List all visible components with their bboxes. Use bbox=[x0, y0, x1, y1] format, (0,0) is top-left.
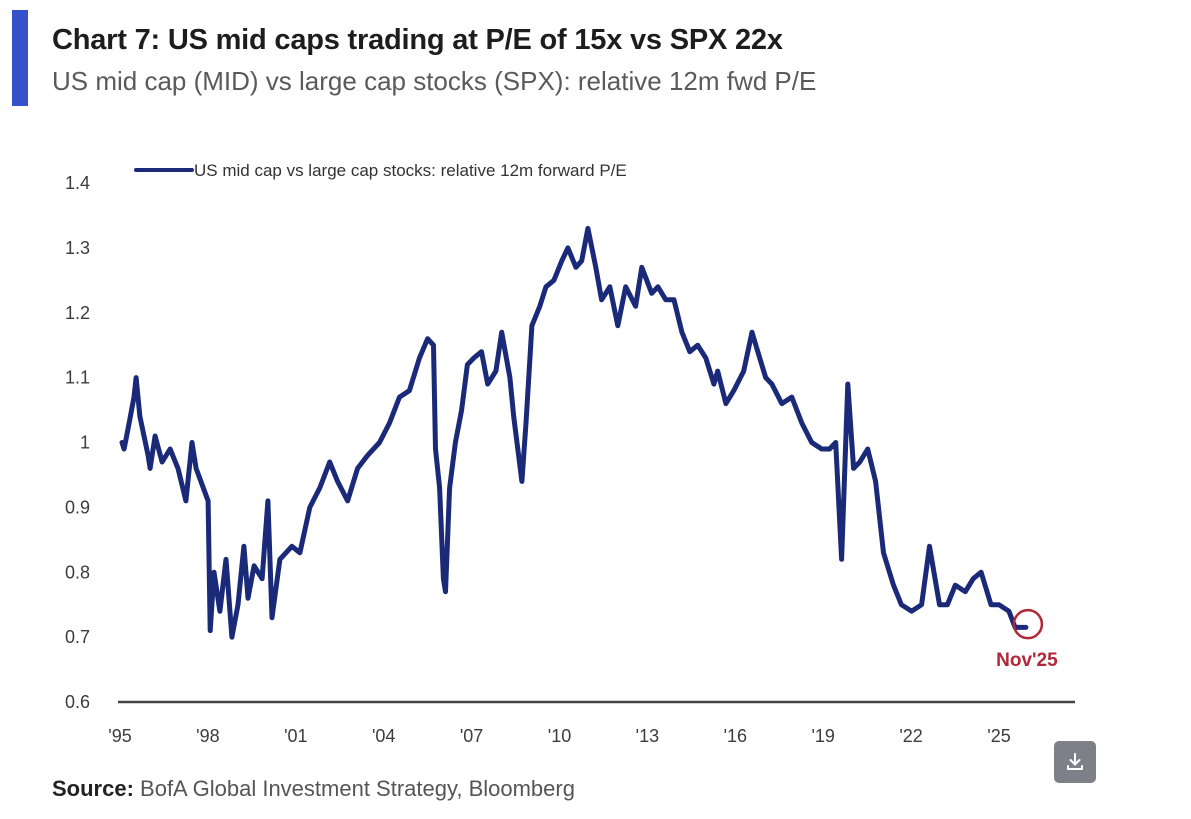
source-note: Source: BofA Global Investment Strategy,… bbox=[52, 776, 575, 802]
x-tick-label: '19 bbox=[811, 726, 834, 746]
y-tick-label: 1.4 bbox=[65, 173, 90, 193]
y-axis-ticks: 0.6 0.7 0.8 0.9 1 1.1 1.2 1.3 1.4 bbox=[65, 173, 90, 712]
legend: US mid cap vs large cap stocks: relative… bbox=[134, 161, 627, 180]
x-tick-label: '04 bbox=[372, 726, 395, 746]
y-tick-label: 0.8 bbox=[65, 562, 90, 582]
y-tick-label: 1.2 bbox=[65, 303, 90, 323]
x-tick-label: '95 bbox=[108, 726, 131, 746]
x-tick-label: '01 bbox=[284, 726, 307, 746]
y-tick-label: 0.6 bbox=[65, 692, 90, 712]
series-group bbox=[119, 225, 1029, 640]
chart-subtitle: US mid cap (MID) vs large cap stocks (SP… bbox=[52, 66, 817, 96]
title-accent-bar bbox=[12, 10, 28, 106]
y-tick-label: 1.3 bbox=[65, 238, 90, 258]
source-label: Source: bbox=[52, 776, 134, 801]
x-tick-label: '98 bbox=[196, 726, 219, 746]
y-tick-label: 0.9 bbox=[65, 497, 90, 517]
download-button[interactable] bbox=[1054, 741, 1096, 783]
series-line bbox=[119, 225, 1029, 640]
y-tick-label: 0.7 bbox=[65, 627, 90, 647]
x-tick-label: '22 bbox=[899, 726, 922, 746]
x-axis-ticks: '95 '98 '01 '04 '07 '10 '13 '16 '19 '22 '25 bbox=[108, 726, 1010, 746]
x-tick-label: '13 bbox=[636, 726, 659, 746]
annotation-label: Nov'25 bbox=[996, 650, 1058, 671]
chart-title: Chart 7: US mid caps trading at P/E of 1… bbox=[52, 24, 783, 56]
download-icon bbox=[1067, 753, 1083, 770]
x-tick-label: '10 bbox=[548, 726, 571, 746]
annotations: Nov'25 bbox=[996, 608, 1058, 671]
x-tick-label: '07 bbox=[460, 726, 483, 746]
legend-label: US mid cap vs large cap stocks: relative… bbox=[194, 161, 627, 180]
x-tick-label: '25 bbox=[987, 726, 1010, 746]
y-tick-label: 1 bbox=[80, 433, 90, 453]
x-tick-label: '16 bbox=[724, 726, 747, 746]
y-tick-label: 1.1 bbox=[65, 368, 90, 388]
source-text: BofA Global Investment Strategy, Bloombe… bbox=[133, 776, 575, 801]
highlight-circle bbox=[1012, 608, 1044, 640]
line-chart: 0.6 0.7 0.8 0.9 1 1.1 1.2 1.3 1.4 '95 '98 '01 '04 '0… bbox=[65, 161, 1075, 746]
